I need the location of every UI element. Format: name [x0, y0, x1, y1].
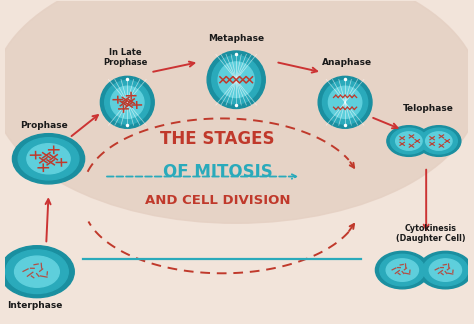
Text: Interphase: Interphase — [7, 302, 62, 310]
Circle shape — [18, 138, 79, 180]
Ellipse shape — [318, 76, 372, 128]
Circle shape — [417, 126, 461, 156]
Circle shape — [419, 251, 472, 289]
Circle shape — [387, 126, 431, 156]
Ellipse shape — [328, 86, 362, 119]
Circle shape — [15, 256, 59, 287]
Text: Anaphase: Anaphase — [322, 58, 373, 67]
Ellipse shape — [207, 51, 265, 109]
Text: Cytokinesis
(Daughter Cell): Cytokinesis (Daughter Cell) — [396, 224, 465, 243]
Circle shape — [386, 259, 419, 281]
Circle shape — [375, 251, 429, 289]
Circle shape — [27, 144, 70, 174]
Circle shape — [12, 133, 85, 184]
Circle shape — [6, 250, 68, 294]
Text: THE STAGES: THE STAGES — [160, 131, 275, 148]
Circle shape — [426, 132, 452, 150]
Circle shape — [420, 128, 457, 154]
Circle shape — [0, 246, 74, 298]
Text: In Late
Prophase: In Late Prophase — [103, 48, 147, 67]
Circle shape — [423, 254, 468, 286]
Ellipse shape — [100, 76, 154, 128]
Ellipse shape — [0, 0, 474, 223]
Ellipse shape — [212, 56, 261, 104]
Text: Telophase: Telophase — [403, 104, 454, 113]
Ellipse shape — [110, 86, 144, 119]
Ellipse shape — [218, 62, 254, 98]
Ellipse shape — [105, 80, 150, 124]
Circle shape — [391, 128, 428, 154]
Circle shape — [380, 254, 425, 286]
Text: Metaphase: Metaphase — [208, 34, 264, 43]
Text: AND CELL DIVISION: AND CELL DIVISION — [145, 194, 291, 207]
Ellipse shape — [322, 80, 368, 124]
Text: OF MITOSIS: OF MITOSIS — [163, 163, 273, 181]
Text: Prophase: Prophase — [20, 121, 68, 130]
Circle shape — [429, 259, 462, 281]
Circle shape — [396, 132, 422, 150]
